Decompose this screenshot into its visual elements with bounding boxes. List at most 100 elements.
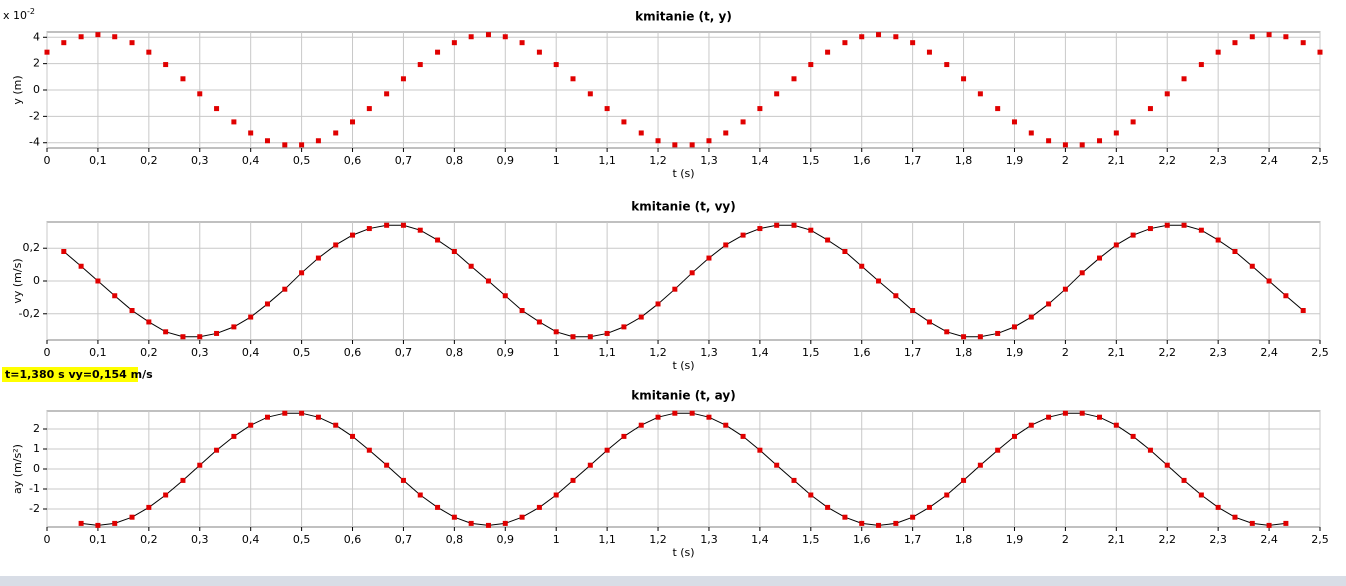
x-tick-label: 0,4	[242, 346, 260, 359]
data-point	[451, 40, 457, 46]
data-point	[197, 91, 203, 97]
x-tick-label: 1,9	[1006, 154, 1024, 167]
data-point	[468, 520, 474, 526]
data-point	[519, 308, 525, 313]
data-point	[604, 106, 610, 112]
data-point	[282, 410, 288, 416]
data-point	[825, 49, 831, 55]
data-point	[282, 286, 288, 292]
data-point	[366, 447, 372, 453]
data-point	[825, 504, 831, 510]
data-point	[655, 301, 661, 307]
data-point	[264, 301, 270, 307]
data-point	[61, 249, 67, 254]
y-tick-label: 2	[33, 57, 40, 70]
data-point	[910, 40, 916, 46]
data-point	[1283, 293, 1289, 299]
data-point	[808, 62, 814, 68]
data-point	[1130, 119, 1136, 125]
x-tick-label: 1,2	[649, 154, 667, 167]
data-point	[333, 242, 339, 248]
data-point	[570, 334, 576, 340]
y-tick-label: 2	[33, 422, 40, 435]
data-point	[366, 106, 372, 112]
data-point	[910, 308, 916, 313]
x-tick-label: 1,8	[955, 154, 973, 167]
data-point	[1283, 520, 1289, 526]
data-point	[1147, 226, 1153, 232]
data-point	[333, 130, 339, 136]
data-point	[944, 62, 950, 68]
data-point	[995, 330, 1001, 336]
data-point	[893, 293, 899, 299]
data-point	[1232, 249, 1238, 254]
x-tick-label: 0,2	[140, 346, 158, 359]
data-point	[757, 106, 763, 112]
data-point	[435, 237, 441, 243]
x-tick-label: 2,2	[1158, 346, 1176, 359]
data-point	[757, 447, 763, 453]
data-point	[112, 520, 118, 526]
x-tick-label: 0	[44, 346, 51, 359]
data-point	[163, 492, 169, 498]
x-tick-label: 2,3	[1209, 533, 1227, 546]
y-axis-label: y (m)	[11, 75, 24, 104]
data-point	[1300, 308, 1306, 313]
data-point	[163, 62, 169, 68]
y-tick-label: 0	[33, 462, 40, 475]
data-point	[723, 422, 729, 428]
data-point	[197, 334, 203, 340]
data-point	[44, 49, 50, 55]
data-point	[468, 263, 474, 269]
y-tick-label: 4	[33, 30, 40, 43]
data-point	[78, 263, 84, 269]
data-point	[417, 227, 423, 233]
x-tick-label: 0,4	[242, 154, 260, 167]
data-point	[553, 492, 559, 498]
data-point	[961, 334, 967, 340]
data-point	[417, 62, 423, 68]
x-tick-label: 2,3	[1209, 346, 1227, 359]
bottom-bar	[0, 576, 1346, 586]
data-point	[350, 232, 356, 238]
data-point	[1062, 286, 1068, 292]
y-tick-label: -2	[29, 502, 40, 515]
data-point	[791, 477, 797, 483]
x-tick-label: 0,9	[497, 154, 515, 167]
data-point	[315, 414, 321, 420]
x-tick-label: 1,6	[853, 533, 871, 546]
data-point	[1232, 514, 1238, 520]
x-tick-label: 2	[1062, 154, 1069, 167]
data-point	[502, 293, 508, 299]
x-tick-label: 0,8	[446, 346, 464, 359]
data-point	[1028, 130, 1034, 136]
data-point	[1317, 49, 1323, 55]
data-point	[485, 522, 491, 528]
y-multiplier: x 10-2	[3, 7, 35, 23]
multiplier-exponent: -2	[27, 7, 35, 16]
data-point	[400, 222, 406, 228]
x-tick-label: 1,5	[802, 346, 820, 359]
data-point	[451, 514, 457, 520]
x-tick-label: 0,1	[89, 533, 107, 546]
data-point	[774, 462, 780, 468]
data-point	[808, 492, 814, 498]
data-point	[1046, 138, 1052, 144]
x-tick-label: 1,2	[649, 346, 667, 359]
data-point	[248, 130, 254, 136]
data-point	[214, 106, 220, 112]
data-point	[282, 142, 288, 148]
data-point	[384, 91, 390, 97]
x-tick-label: 1,1	[598, 346, 616, 359]
data-point	[536, 504, 542, 510]
x-tick-label: 0,5	[293, 346, 311, 359]
data-point	[299, 142, 305, 148]
data-point	[553, 62, 559, 68]
data-point	[1283, 34, 1289, 40]
data-point	[1113, 242, 1119, 248]
data-point	[435, 49, 441, 55]
data-point	[1130, 433, 1136, 439]
data-point	[706, 255, 712, 261]
data-point	[1046, 414, 1052, 420]
x-tick-label: 1,4	[751, 533, 769, 546]
